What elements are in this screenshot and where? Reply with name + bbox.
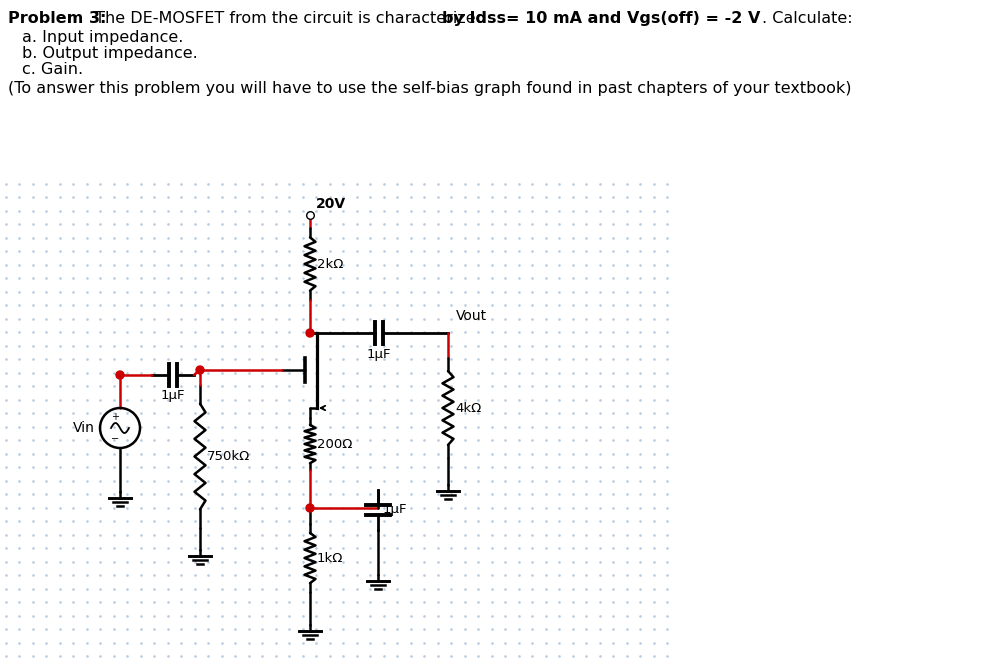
Text: 20V: 20V [316, 197, 346, 211]
Text: −: − [111, 434, 119, 444]
Text: . Calculate:: . Calculate: [762, 11, 852, 26]
Text: Problem 3:: Problem 3: [8, 11, 107, 26]
Text: 750kΩ: 750kΩ [207, 450, 250, 463]
Text: 2kΩ: 2kΩ [317, 258, 343, 270]
Text: +: + [111, 412, 119, 422]
Circle shape [306, 329, 314, 337]
Circle shape [306, 504, 314, 512]
Text: 1μF: 1μF [161, 389, 186, 402]
Text: c. Gain.: c. Gain. [22, 62, 83, 77]
Text: a. Input impedance.: a. Input impedance. [22, 30, 184, 45]
Text: 1μF: 1μF [366, 348, 391, 361]
Text: by Idss= 10 mA and Vgs(off) = -2 V: by Idss= 10 mA and Vgs(off) = -2 V [442, 11, 760, 26]
Text: b. Output impedance.: b. Output impedance. [22, 46, 198, 61]
Circle shape [116, 371, 124, 379]
Text: 1kΩ: 1kΩ [317, 551, 343, 565]
Text: Vin: Vin [73, 421, 95, 435]
Text: The DE-MOSFET from the circuit is characterized: The DE-MOSFET from the circuit is charac… [90, 11, 491, 26]
Text: 1μF: 1μF [383, 503, 407, 517]
Text: Vout: Vout [456, 309, 487, 323]
Text: (To answer this problem you will have to use the self-bias graph found in past c: (To answer this problem you will have to… [8, 81, 851, 96]
Text: 4kΩ: 4kΩ [455, 402, 481, 414]
Circle shape [196, 366, 204, 374]
Text: 200Ω: 200Ω [317, 438, 352, 450]
